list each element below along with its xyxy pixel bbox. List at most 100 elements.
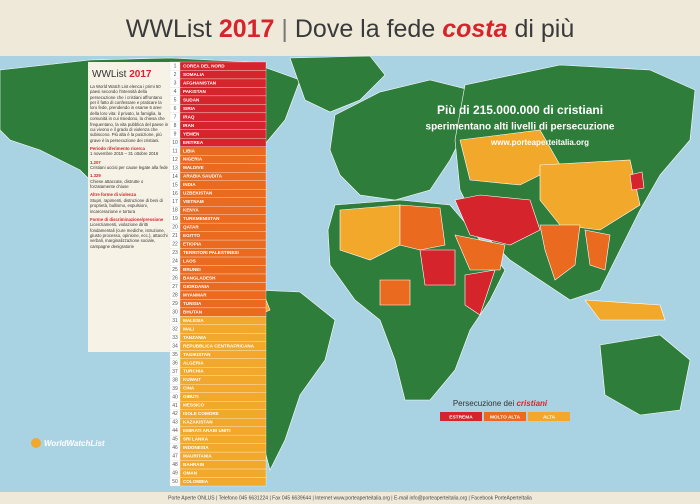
country-name: ETIOPIA	[183, 242, 202, 247]
rank-number: 29	[172, 301, 178, 307]
middle-east	[454, 194, 541, 246]
info-item-heading: Periodo riferimento ricerca	[90, 145, 145, 151]
sudan	[419, 249, 456, 286]
rank-number: 12	[172, 157, 178, 163]
country-name: SIRIA	[183, 106, 196, 111]
country-name: TAGIKISTAN	[183, 352, 211, 357]
info-item-text: 1 novembre 2015 – 31 ottobre 2016	[90, 151, 159, 157]
rank-number: 19	[172, 216, 178, 222]
info-text: La World Watch List elenca i primi 50 pa…	[90, 84, 169, 249]
rank-number: 24	[172, 259, 178, 265]
greenland	[289, 55, 386, 113]
legend-swatch	[440, 412, 482, 421]
country-name: LAOS	[183, 258, 196, 263]
rank-number: 33	[172, 335, 178, 341]
country-name: BANGLADESH	[183, 275, 216, 280]
headline-start: Dove la fede	[295, 15, 435, 43]
rank-number: 41	[172, 403, 178, 409]
rank-number: 31	[172, 318, 178, 324]
separator: |	[281, 15, 288, 43]
legend-label: ALTA	[543, 414, 556, 420]
rank-number: 14	[172, 174, 178, 180]
rank-number: 39	[172, 386, 178, 392]
country-name: CINA	[183, 386, 195, 391]
info-box	[88, 62, 170, 352]
country-name: NIGERIA	[183, 157, 203, 162]
country-name: ARABIA SAUDITA	[183, 174, 223, 179]
india	[539, 224, 581, 281]
country-name: GIORDANIA	[183, 284, 210, 289]
rank-number: 48	[172, 462, 178, 468]
info-item-heading: Forme di discriminazione/pressione	[90, 216, 164, 222]
info-item-text: Stupri, rapimenti, distruzione di beni d…	[90, 197, 163, 214]
country-cell	[179, 477, 267, 487]
country-name: EGITTO	[183, 233, 200, 238]
rank-number: 20	[172, 225, 178, 231]
country-name: LIBIA	[183, 148, 196, 153]
info-item-text: Licenziamenti, violazione diritti fondam…	[90, 222, 168, 249]
country-name: OMAN	[183, 470, 198, 475]
north-africa-west	[339, 204, 401, 261]
country-name: TUNISIA	[183, 301, 202, 306]
rank-number: 38	[172, 377, 178, 383]
country-name: BRUNEI	[183, 267, 201, 272]
rank-number: 50	[172, 479, 178, 485]
logo-icon	[31, 438, 41, 448]
country-name: SOMALIA	[183, 72, 205, 77]
headline-end: di più	[514, 15, 574, 43]
country-name: MESSICO	[183, 403, 205, 408]
arabia	[454, 234, 506, 271]
rank-number: 10	[172, 140, 178, 146]
info-item: 1.207 Cristiani uccisi per cause legate a…	[90, 160, 169, 171]
rank-number: 16	[172, 191, 178, 197]
rank-number: 37	[172, 369, 178, 375]
quote-line-2: sperimentano alti livelli di persecuzion…	[426, 122, 615, 133]
info-item-heading: 1.329	[90, 173, 101, 179]
country-name: KAZAKISTAN	[183, 420, 213, 425]
country-name: SRI LANKA	[183, 437, 209, 442]
rank-number: 47	[172, 454, 178, 460]
country-name: SUDAN	[183, 97, 200, 102]
quote-url: www.porteaperteitalia.org	[490, 138, 589, 147]
country-name: TANZANIA	[183, 335, 207, 340]
nigeria	[379, 279, 411, 306]
year: 2017	[219, 15, 275, 43]
rank-number: 11	[172, 148, 177, 154]
legend-label: ESTREMA	[449, 414, 473, 420]
rank-number: 3	[174, 81, 177, 87]
country-name: MALESIA	[183, 318, 204, 323]
country-name: AFGHANISTAN	[183, 80, 217, 85]
cina	[539, 159, 641, 231]
rank-number: 17	[172, 199, 178, 205]
legend: ESTREMA MOLTO ALTA ALTA	[440, 412, 570, 421]
info-item-text: Chiese attaccate, distrutte o forzatamen…	[90, 178, 144, 190]
info-item: Forme di discriminazione/pressione Licenz…	[90, 217, 169, 249]
indonesia	[584, 299, 666, 321]
rank-number: 32	[172, 326, 178, 332]
rank-number: 6	[174, 106, 177, 112]
info-year: 2017	[129, 69, 152, 80]
rank-number: 25	[172, 267, 178, 273]
country-name: KUWAIT	[183, 377, 201, 382]
rank-number: 44	[172, 428, 178, 434]
rank-number: 8	[174, 123, 177, 129]
header-bg	[0, 0, 700, 56]
rank-number: 36	[172, 360, 178, 366]
footer: Porte Aperte ONLUS | Telefono 045 663122…	[168, 495, 532, 501]
rank-number: 22	[172, 242, 178, 248]
rank-number: 4	[174, 89, 177, 95]
corea-del-nord	[629, 171, 645, 191]
country-name: GIBUTI	[183, 394, 199, 399]
legend-label: MOLTO ALTA	[490, 414, 521, 420]
country-name: TURKMENISTAN	[183, 216, 220, 221]
info-text-wrap: La World Watch List elenca i primi 50 pa…	[90, 84, 169, 249]
info-item-text: Cristiani uccisi per cause legate alla f…	[90, 165, 168, 171]
country-name: IRAQ	[183, 114, 195, 119]
country-name: YEMEN	[183, 131, 200, 136]
info-title: WWList 2017	[92, 69, 152, 80]
europe	[329, 79, 471, 201]
rank-number: 49	[172, 471, 178, 477]
country-name: TERRITORI PALESTINESI	[183, 250, 239, 255]
info-item: Altre forme di violenza Stupri, rapimenti…	[90, 192, 169, 213]
legend-swatch	[528, 412, 570, 421]
